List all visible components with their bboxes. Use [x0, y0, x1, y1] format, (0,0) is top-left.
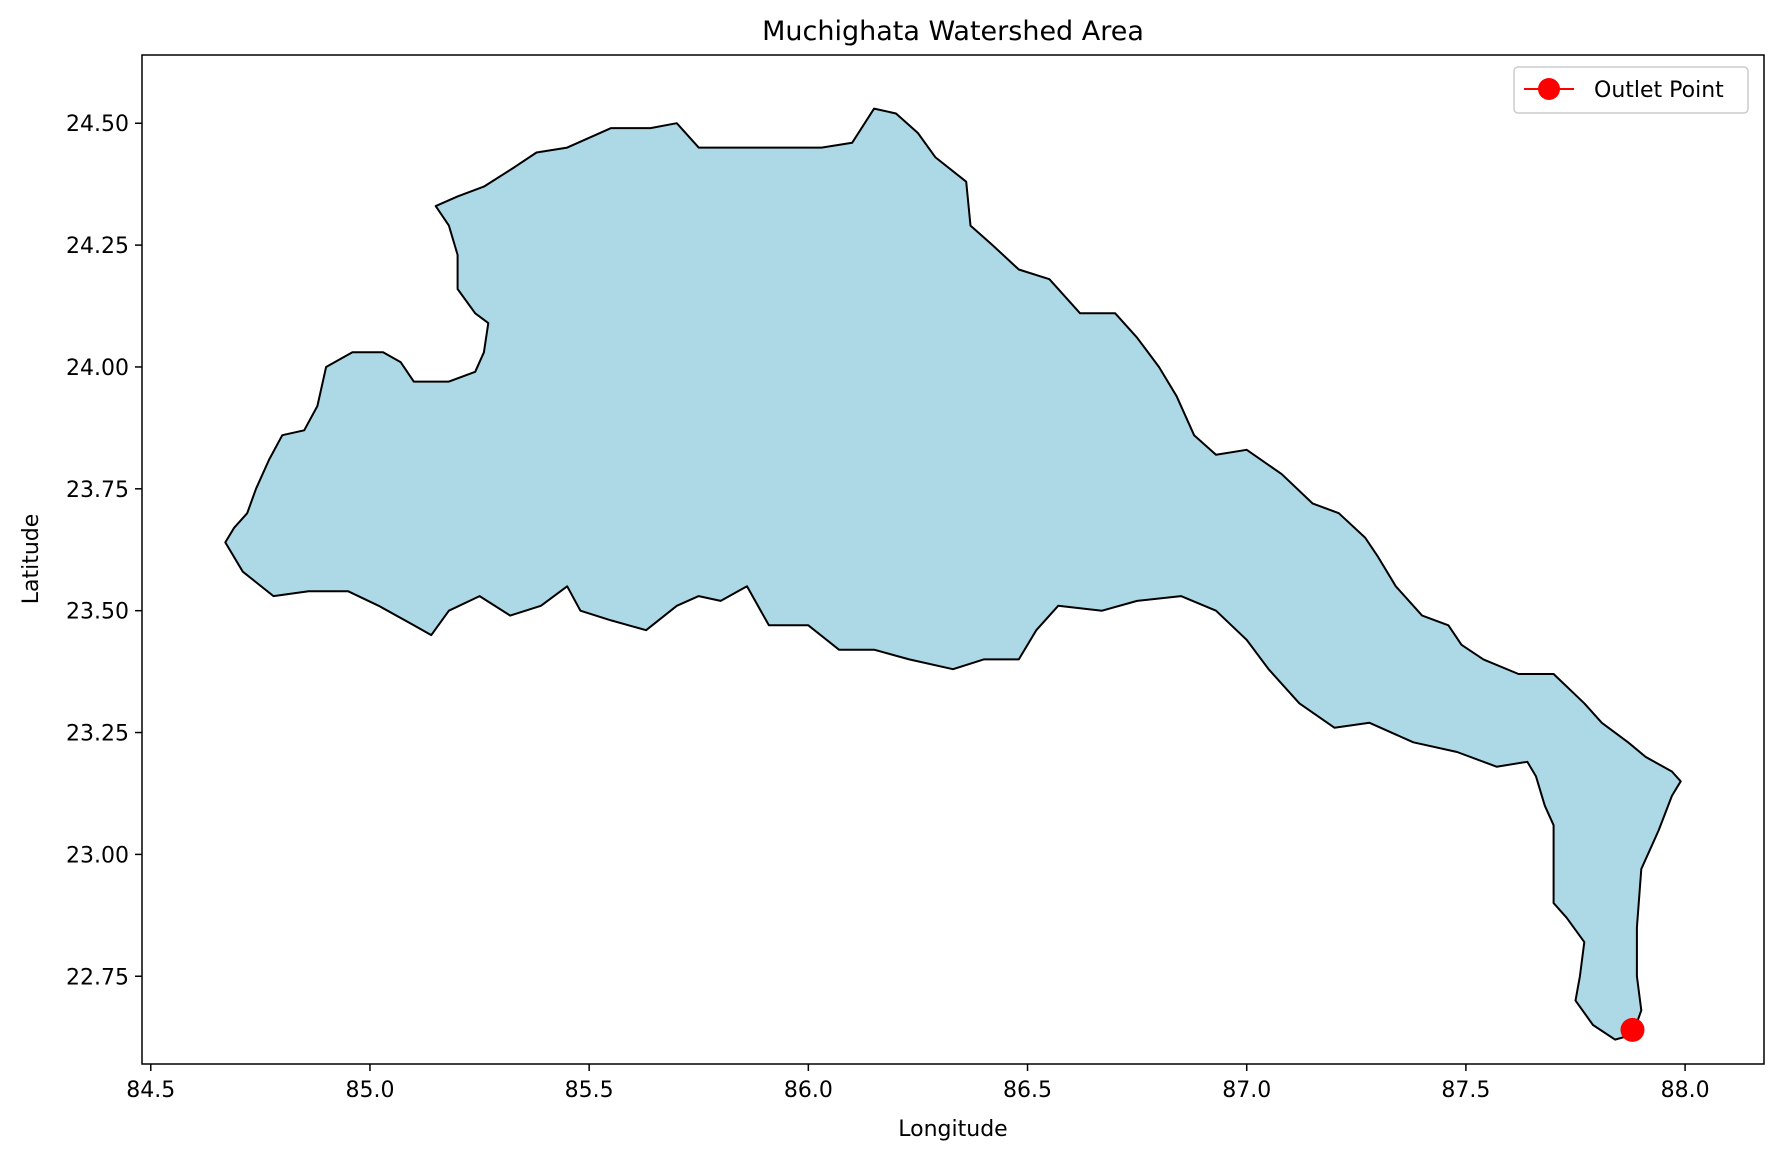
x-tick-label: 87.5: [1441, 1078, 1490, 1103]
y-tick-label: 23.25: [66, 722, 129, 747]
chart-title: Muchighata Watershed Area: [762, 16, 1144, 47]
legend: Outlet Point: [1513, 66, 1749, 114]
y-axis-label: Latitude: [19, 514, 44, 605]
legend-label-outlet-point: Outlet Point: [1594, 78, 1724, 103]
y-tick-label: 24.25: [66, 234, 129, 259]
legend-marker-dot: [1538, 78, 1560, 100]
legend-box: [1513, 66, 1749, 114]
points-layer: [1620, 1017, 1645, 1042]
x-tick-label: 86.5: [1003, 1078, 1052, 1103]
y-tick-label: 24.00: [66, 356, 129, 381]
x-tick-label: 85.5: [565, 1078, 614, 1103]
x-tick-label: 86.0: [784, 1078, 833, 1103]
x-tick-label: 85.0: [345, 1078, 394, 1103]
y-tick-label: 24.50: [66, 112, 129, 137]
x-tick-label: 88.0: [1661, 1078, 1710, 1103]
plot-area: [141, 54, 1765, 1065]
y-tick-label: 22.75: [66, 965, 129, 990]
y-axis-ticks: 22.75 23.00 23.25 23.50 23.75 24.00 24.25 24.50: [66, 112, 142, 990]
outlet-point-marker: [1620, 1017, 1645, 1042]
y-tick-label: 23.75: [66, 478, 129, 503]
y-tick-label: 23.50: [66, 600, 129, 625]
y-tick-label: 23.00: [66, 843, 129, 868]
x-axis-label: Longitude: [898, 1117, 1007, 1142]
watershed-layer: [224, 107, 1682, 1041]
axes-frame: [141, 54, 1765, 1065]
x-axis-ticks: 84.5 85.0 85.5 86.0 86.5 87.0 87.5 88.0: [126, 1064, 1710, 1103]
x-tick-label: 87.0: [1222, 1078, 1271, 1103]
watershed-polygon: [224, 107, 1682, 1041]
x-tick-label: 84.5: [126, 1078, 175, 1103]
